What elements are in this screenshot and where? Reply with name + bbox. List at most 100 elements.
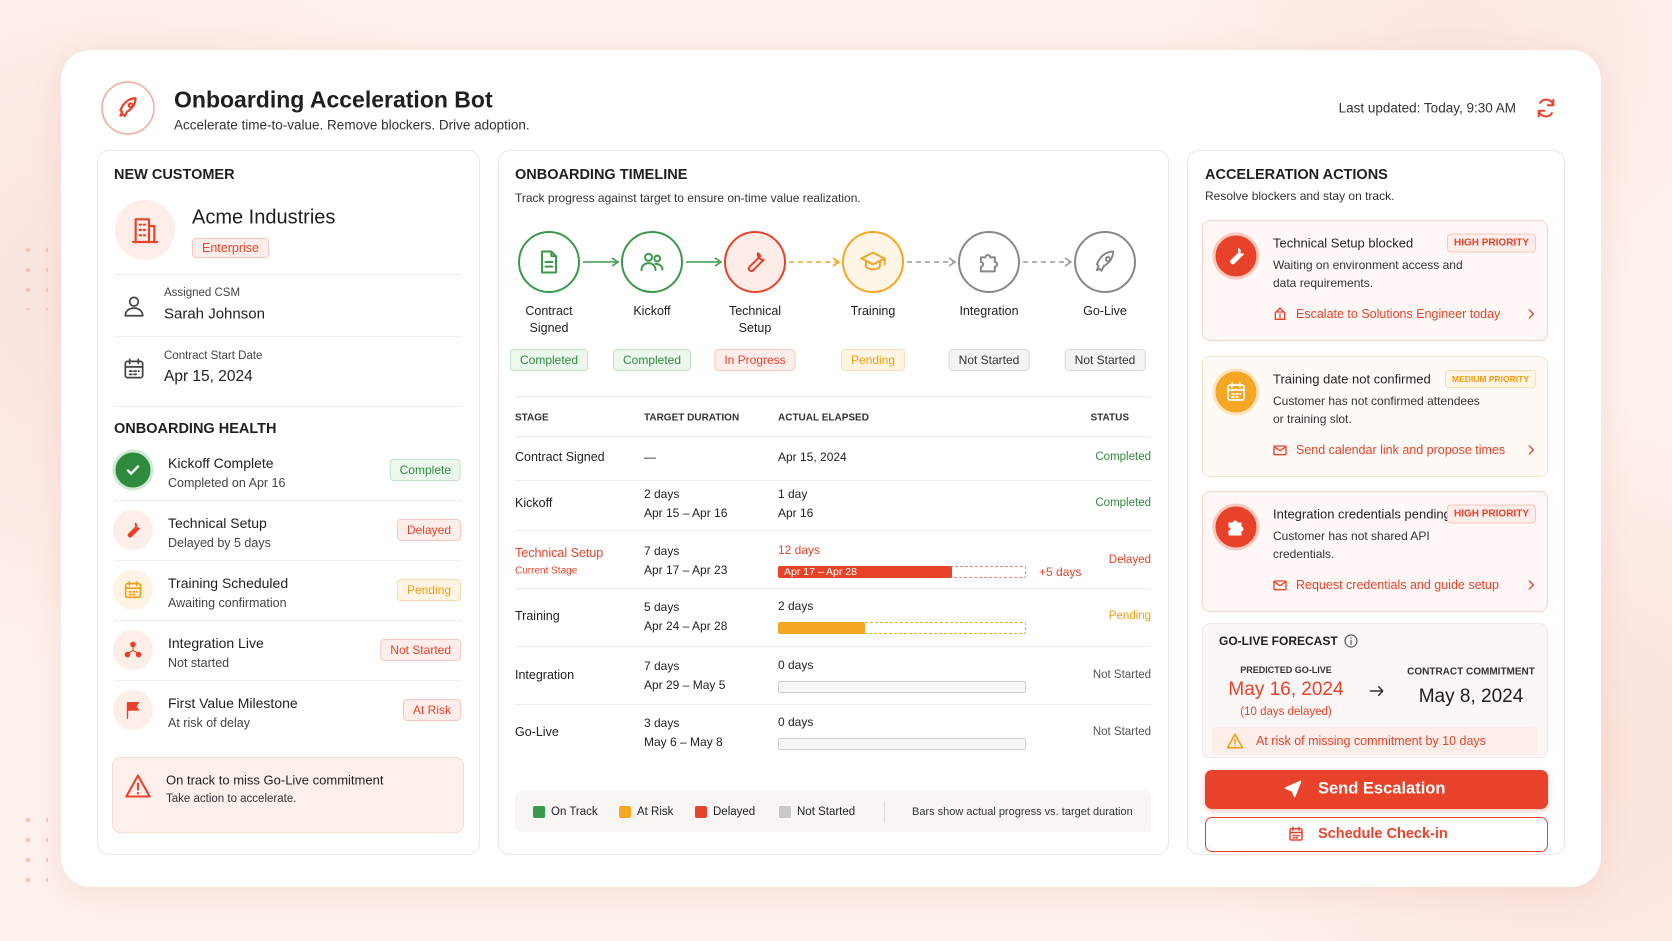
- icon-shape: [1212, 368, 1260, 416]
- icon-shape: [832, 257, 841, 267]
- divider: [515, 645, 1151, 647]
- legend-note: Bars show actual progress vs. target dur…: [912, 806, 1133, 818]
- health-title: Training Scheduled: [168, 575, 289, 591]
- health-detail: Delayed by 5 days: [168, 536, 271, 550]
- icon-shape: [1227, 382, 1245, 401]
- icon-shape: [1273, 581, 1287, 587]
- legend-label: Not Started: [797, 806, 856, 818]
- icon-shape: [1227, 382, 1245, 398]
- icon-shape: [1104, 255, 1112, 263]
- icon-shape: [127, 102, 134, 109]
- icon: [115, 200, 175, 260]
- refresh-button[interactable]: [1535, 97, 1557, 119]
- button-label[interactable]: Schedule Check-in: [1318, 826, 1448, 842]
- chevron[interactable]: [1524, 578, 1538, 592]
- column-header: STAGE: [515, 412, 549, 424]
- action-link[interactable]: Send calendar link and propose times: [1296, 443, 1506, 457]
- health-detail: Awaiting confirmation: [168, 596, 287, 610]
- overrun: +5 days: [1039, 565, 1082, 579]
- icon-shape: [124, 641, 142, 658]
- section-subtitle: Resolve blockers and stay on track.: [1205, 189, 1395, 203]
- step-connector: [686, 257, 723, 267]
- target-bar: [778, 681, 1026, 693]
- actual-text: 0 days: [778, 658, 814, 672]
- icon-shape: [126, 465, 140, 475]
- icon-shape: [101, 81, 155, 135]
- status-badge: Not Started: [380, 639, 461, 661]
- section-title: NEW CUSTOMER: [114, 167, 235, 183]
- target-text: Apr 17 – Apr 23: [644, 563, 728, 577]
- stage-note: Current Stage: [515, 565, 578, 577]
- divider: [114, 560, 462, 561]
- icon: [1212, 232, 1260, 280]
- column-header: STATUS: [1090, 412, 1129, 424]
- target-text: 7 days: [644, 659, 680, 673]
- forecast-label: CONTRACT COMMITMENT: [1407, 666, 1535, 678]
- status-badge: Not Started: [948, 349, 1030, 371]
- icon-shape: [128, 296, 140, 307]
- icon-shape: [1273, 445, 1287, 456]
- icon-shape: [1274, 307, 1286, 321]
- status-badge: In Progress: [714, 349, 796, 371]
- action-title: Technical Setup blocked: [1273, 235, 1414, 251]
- target-text: 3 days: [644, 716, 680, 730]
- icon-shape: [1230, 248, 1244, 265]
- icon-shape: [131, 218, 159, 244]
- predicted-date: May 16, 2024: [1228, 679, 1344, 700]
- icon-shape: [127, 522, 141, 538]
- send-escalation-button[interactable]: [1205, 770, 1548, 809]
- icon-shape: [124, 307, 144, 317]
- icon-shape: [124, 358, 144, 379]
- icon: [1369, 686, 1384, 696]
- step-label: Training: [850, 304, 896, 318]
- status-badge: Pending: [396, 579, 461, 601]
- icon-shape: [747, 252, 765, 273]
- divider: [515, 436, 1151, 437]
- icon-shape: [124, 360, 144, 379]
- icon-shape: [124, 358, 144, 376]
- schedule-checkin-button[interactable]: [1205, 817, 1548, 852]
- icon-shape: [979, 254, 999, 273]
- icon-shape: [126, 701, 140, 719]
- icon: [1212, 368, 1260, 416]
- icon-shape: [860, 251, 886, 271]
- icon: [124, 358, 144, 379]
- chevron[interactable]: [1524, 443, 1538, 457]
- action-link[interactable]: Request credentials and guide setup: [1296, 578, 1499, 592]
- icon-shape: [1284, 780, 1302, 798]
- actual-text: 0 days: [778, 715, 814, 729]
- divider: [884, 802, 885, 822]
- forecast-title: GO-LIVE FORECAST: [1219, 634, 1338, 648]
- icon: [1226, 733, 1244, 749]
- icon-shape: [1230, 248, 1244, 265]
- icon-shape: [124, 296, 144, 317]
- chevron[interactable]: [1524, 307, 1538, 321]
- icon-shape: [1284, 780, 1302, 798]
- step-connector: [583, 257, 620, 267]
- icon-shape: [1095, 250, 1115, 272]
- icon-shape: [842, 231, 904, 293]
- section-subtitle: Track progress against target to ensure …: [515, 191, 861, 205]
- health-detail: At risk of delay: [168, 716, 250, 730]
- legend-swatch: [619, 806, 631, 818]
- stage-name: Kickoff: [515, 496, 553, 510]
- health-title: Kickoff Complete: [168, 455, 274, 471]
- target-text: 7 days: [644, 544, 680, 558]
- row-status: Completed: [1095, 451, 1151, 463]
- action-detail: Waiting on environment access and data r…: [1273, 258, 1463, 290]
- icon: [1344, 634, 1358, 648]
- icon-shape: [1289, 828, 1303, 841]
- button-label[interactable]: Send Escalation: [1318, 779, 1446, 798]
- forecast-label: PREDICTED GO-LIVE: [1240, 665, 1332, 675]
- icon-shape: [126, 465, 140, 475]
- icon: [724, 231, 786, 293]
- icon-shape: [1344, 634, 1358, 648]
- action-link[interactable]: Escalate to Solutions Engineer today: [1296, 307, 1501, 321]
- timeline-panel: [498, 150, 1169, 855]
- icon-shape: [948, 257, 957, 267]
- icon: [113, 570, 153, 610]
- alert-detail: Take action to accelerate.: [166, 793, 297, 805]
- step-label: Kickoff: [633, 304, 671, 318]
- divider: [114, 680, 462, 681]
